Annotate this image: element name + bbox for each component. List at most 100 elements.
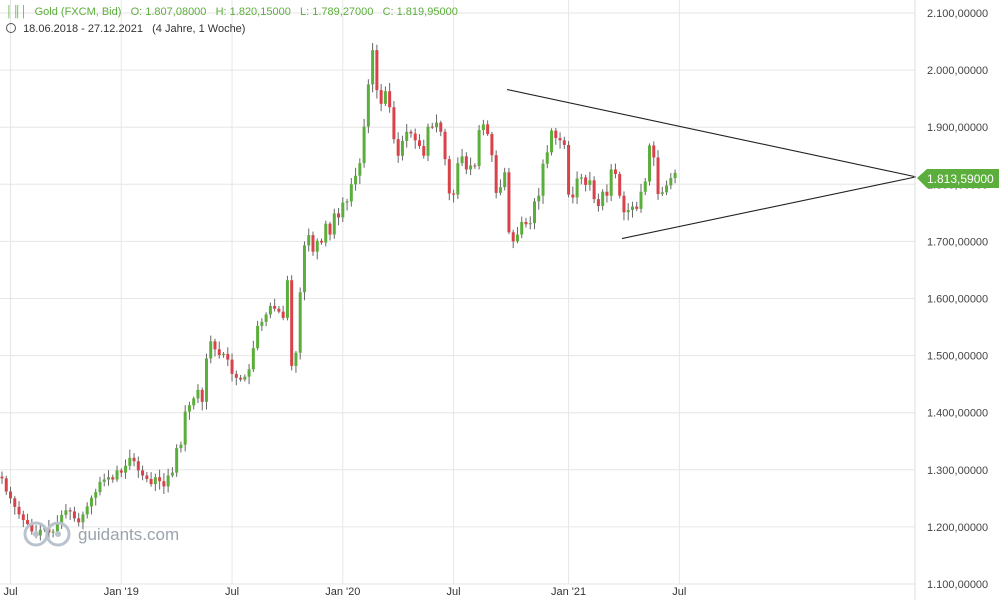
candle-body [490, 134, 494, 156]
candle-body [119, 470, 123, 473]
lower-trendline[interactable] [621, 176, 917, 240]
candle-body [392, 107, 396, 140]
candle [507, 167, 511, 235]
candle-body [579, 177, 583, 179]
candle [77, 512, 81, 527]
candle [618, 171, 622, 199]
candle [264, 312, 268, 327]
candle [21, 510, 25, 528]
candle [149, 472, 153, 487]
candle-body [175, 448, 179, 473]
y-tick-label: 2.000,00000 [927, 65, 988, 77]
candle [324, 220, 328, 247]
candle-body [149, 478, 153, 485]
candle [251, 340, 255, 373]
candle-body [550, 130, 554, 153]
candle-body [430, 126, 434, 128]
clock-icon[interactable] [6, 23, 16, 33]
candle [85, 502, 89, 519]
y-axis: 1.100,00000 1.200,00000 1.300,00000 1.400,0… [927, 8, 988, 591]
candle [392, 101, 396, 144]
candle [332, 208, 336, 239]
candle-body [605, 191, 609, 196]
candle [567, 140, 571, 198]
x-tick-label: Jan '20 [325, 586, 360, 598]
candle [673, 169, 677, 184]
candle-body [328, 223, 332, 235]
triangle-trendlines[interactable] [506, 88, 917, 240]
candle [128, 449, 132, 470]
candle-body [13, 498, 17, 507]
candle-body [204, 358, 208, 402]
candle [503, 167, 507, 191]
candle [447, 155, 451, 201]
candle-body [447, 159, 451, 194]
candle-body [609, 169, 613, 196]
candle-body [196, 389, 200, 399]
candle [511, 229, 515, 249]
candle-body [537, 195, 541, 202]
candle-body [469, 165, 473, 170]
candle-body [533, 201, 536, 224]
candle-body [613, 169, 617, 175]
candle [102, 473, 106, 487]
candle [660, 186, 664, 197]
candle-body [405, 131, 409, 141]
candle [89, 495, 93, 515]
x-tick-label: Jul [447, 586, 461, 598]
candle-type-icon[interactable]: │║│ [6, 6, 28, 18]
candle-body [494, 155, 498, 193]
candle [209, 335, 213, 364]
candle-body [435, 122, 439, 128]
candle [396, 132, 400, 163]
candle-body [639, 191, 643, 209]
candle-body [379, 90, 383, 104]
candle-body [315, 240, 319, 252]
candle [405, 124, 409, 148]
candle-body [400, 140, 404, 156]
candle [435, 114, 439, 133]
candle [609, 164, 613, 202]
candle-body [515, 234, 519, 242]
candle [273, 298, 277, 312]
candle [354, 167, 358, 191]
candle [366, 79, 370, 134]
candle [72, 506, 76, 522]
candle [417, 134, 421, 149]
candle-body [170, 472, 174, 476]
candle-body [111, 477, 115, 480]
candle [379, 84, 383, 112]
y-tick-label: 2.100,00000 [927, 8, 988, 20]
candle-body [443, 131, 447, 160]
y-tick-label: 1.100,00000 [927, 579, 988, 591]
candle-body [643, 181, 647, 192]
candle [268, 302, 272, 319]
candle-body [366, 84, 370, 127]
candle-body [473, 165, 477, 167]
candle-body [281, 311, 285, 318]
high-value: H: 1.820,15000 [215, 6, 291, 18]
candle-body [375, 50, 379, 91]
x-tick-label: Jul [225, 586, 239, 598]
candle [196, 384, 200, 404]
candle-body [507, 172, 511, 233]
candle-body [247, 369, 251, 377]
candle [170, 467, 174, 478]
candle-body [409, 131, 413, 134]
candle-body [596, 199, 600, 206]
candle [524, 217, 528, 228]
candle [622, 191, 626, 221]
x-tick-label: Jul [3, 586, 17, 598]
candle-body [256, 325, 260, 349]
candle-body [464, 156, 468, 170]
candle [239, 375, 243, 382]
upper-trendline[interactable] [506, 88, 917, 178]
candle-body [456, 163, 460, 195]
candle [260, 318, 264, 331]
candle [635, 201, 639, 212]
candle [498, 179, 502, 196]
candle [81, 511, 85, 530]
candle-body [520, 221, 524, 235]
candle [613, 163, 617, 179]
